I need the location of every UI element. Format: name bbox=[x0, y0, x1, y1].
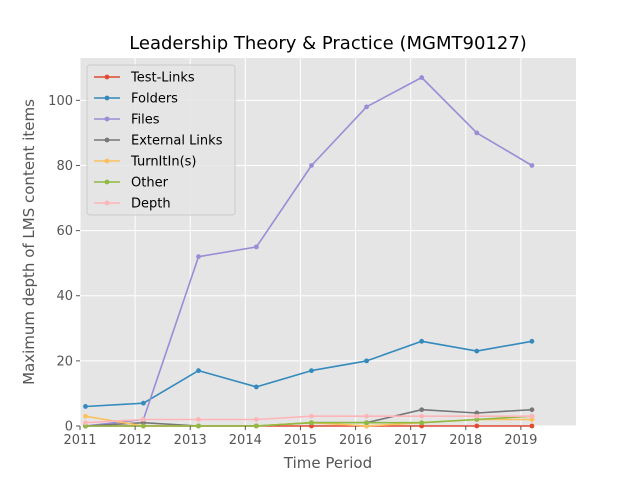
x-tick-label: 2017 bbox=[394, 433, 427, 448]
legend-label: Depth bbox=[131, 197, 171, 212]
data-point-depth bbox=[419, 413, 425, 419]
x-tick-label: 2016 bbox=[339, 433, 372, 448]
legend-marker bbox=[104, 200, 110, 206]
data-point-depth bbox=[364, 413, 369, 419]
data-point-files bbox=[419, 75, 425, 80]
data-point-files bbox=[364, 104, 369, 110]
legend-marker bbox=[104, 74, 110, 80]
x-tick-label: 2019 bbox=[504, 433, 537, 448]
data-point-files bbox=[309, 163, 314, 168]
x-tick-label: 2014 bbox=[229, 433, 262, 448]
data-point-depth bbox=[196, 417, 201, 422]
legend-label: Test-Links bbox=[130, 71, 195, 86]
data-point-folders bbox=[529, 338, 535, 344]
data-point-files bbox=[529, 163, 535, 168]
data-point-other bbox=[309, 420, 314, 426]
data-point-folders bbox=[474, 348, 480, 354]
axis-ticks: 2011 2012 2013 2014 2015 2016 2017 2018 2019 0 20 4… bbox=[48, 94, 537, 448]
x-tick-label: 2013 bbox=[174, 433, 207, 448]
data-point-other bbox=[419, 420, 425, 426]
y-tick-label: 100 bbox=[48, 94, 73, 109]
data-point-other bbox=[253, 423, 259, 429]
legend-item: TurnItIn(s) bbox=[94, 155, 196, 170]
data-point-test-links bbox=[529, 423, 535, 429]
data-point-depth bbox=[83, 420, 88, 426]
data-point-turnitin-s bbox=[83, 413, 88, 419]
data-point-depth bbox=[309, 413, 314, 419]
y-tick-label: 40 bbox=[56, 289, 73, 304]
legend-label: External Links bbox=[131, 134, 223, 149]
data-point-folders bbox=[364, 358, 369, 364]
data-point-depth bbox=[140, 417, 146, 422]
legend-label: Folders bbox=[131, 92, 178, 107]
legend-box bbox=[86, 64, 236, 216]
data-point-external-links bbox=[419, 407, 425, 413]
legend-label: Other bbox=[131, 176, 169, 191]
x-tick-label: 2011 bbox=[63, 433, 96, 448]
legend-item: External Links bbox=[94, 134, 223, 149]
y-tick-label: 80 bbox=[56, 159, 73, 174]
y-tick-label: 20 bbox=[56, 354, 73, 369]
legend-marker bbox=[104, 116, 110, 122]
data-point-files bbox=[196, 254, 201, 260]
legend-item: Other bbox=[94, 176, 169, 191]
x-axis-label: Time Period bbox=[283, 454, 372, 472]
y-tick-label: 0 bbox=[65, 420, 73, 435]
data-point-folders bbox=[140, 400, 146, 406]
data-point-files bbox=[253, 244, 259, 250]
legend-marker bbox=[104, 137, 110, 143]
data-point-folders bbox=[419, 338, 425, 344]
data-point-folders bbox=[83, 404, 88, 409]
legend: Test-Links Folders Files External Links Turn… bbox=[86, 64, 236, 216]
data-point-folders bbox=[309, 368, 314, 374]
data-point-external-links bbox=[529, 407, 535, 413]
data-point-other bbox=[140, 423, 146, 429]
data-point-files bbox=[474, 130, 480, 136]
data-point-other bbox=[196, 423, 201, 429]
series-folders bbox=[83, 338, 535, 409]
y-tick-label: 60 bbox=[56, 224, 73, 239]
data-point-other bbox=[364, 420, 369, 426]
x-tick-label: 2012 bbox=[119, 433, 152, 448]
data-point-depth bbox=[474, 413, 480, 419]
data-point-folders bbox=[253, 384, 259, 390]
legend-item: Test-Links bbox=[94, 71, 195, 86]
series-depth bbox=[83, 413, 535, 426]
legend-item: Folders bbox=[94, 92, 178, 107]
legend-item: Files bbox=[94, 113, 160, 128]
legend-item: Depth bbox=[94, 197, 171, 212]
x-tick-label: 2018 bbox=[449, 433, 482, 448]
data-point-depth bbox=[529, 413, 535, 419]
x-tick-label: 2015 bbox=[284, 433, 317, 448]
legend-marker bbox=[104, 95, 110, 101]
series-layer bbox=[83, 75, 535, 429]
legend-label: Files bbox=[131, 113, 160, 128]
data-point-depth bbox=[253, 417, 259, 422]
legend-marker bbox=[104, 158, 110, 164]
legend-marker bbox=[104, 179, 110, 185]
chart-title: Leadership Theory & Practice (MGMT90127) bbox=[129, 33, 527, 54]
data-point-folders bbox=[196, 368, 201, 374]
legend-label: TurnItIn(s) bbox=[130, 155, 196, 170]
data-point-test-links bbox=[474, 423, 480, 429]
y-axis-label: Maximum depth of LMS content items bbox=[20, 99, 38, 385]
